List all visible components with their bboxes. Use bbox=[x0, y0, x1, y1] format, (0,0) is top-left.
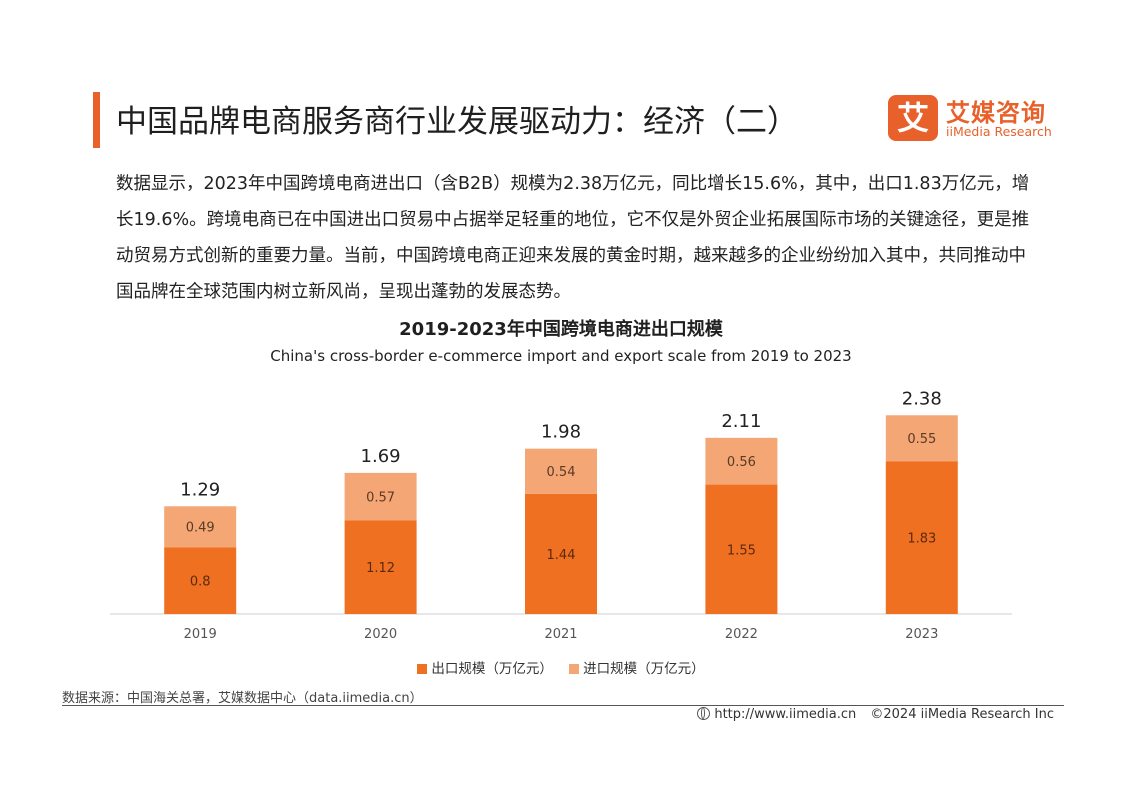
x-tick-label-2022: 2022 bbox=[725, 627, 758, 642]
globe-icon bbox=[697, 707, 711, 720]
bar-import-2020 bbox=[344, 472, 417, 521]
iimedia-logo: 艾 艾媒咨询 iiMedia Research bbox=[888, 95, 1058, 145]
bar-export-2020 bbox=[344, 520, 417, 614]
legend-item-export: 出口规模（万亿元） bbox=[417, 657, 553, 677]
footer: http://www.iimedia.cn ©2024 iiMedia Rese… bbox=[687, 707, 1054, 722]
bar-export-2021 bbox=[525, 493, 597, 614]
chart-legend: 出口规模（万亿元） 进口规模（万亿元） bbox=[0, 657, 1122, 677]
bar-export-2019 bbox=[164, 547, 237, 614]
legend-swatch-export bbox=[417, 664, 428, 674]
x-tick-label-2023: 2023 bbox=[905, 627, 938, 642]
data-label-export-2019: 0.8 bbox=[190, 575, 211, 590]
bar-import-2019 bbox=[164, 506, 237, 548]
title-accent-bar bbox=[93, 92, 100, 148]
data-label-export-2021: 1.44 bbox=[547, 548, 576, 563]
bar-export-2023 bbox=[885, 461, 958, 614]
total-label-2021: 1.98 bbox=[541, 422, 581, 443]
logo-chinese-name: 艾媒咨询 bbox=[946, 99, 1046, 127]
data-label-import-2020: 0.57 bbox=[366, 491, 395, 506]
x-tick-label-2021: 2021 bbox=[544, 627, 577, 642]
data-label-import-2023: 0.55 bbox=[907, 432, 936, 447]
legend-swatch-import bbox=[569, 664, 580, 674]
logo-english-name: iiMedia Research bbox=[946, 124, 1052, 139]
x-tick-label-2019: 2019 bbox=[184, 627, 217, 642]
total-label-2023: 2.38 bbox=[902, 388, 942, 409]
summary-paragraph: 数据显示，2023年中国跨境电商进出口（含B2B）规模为2.38万亿元，同比增长… bbox=[116, 174, 1030, 302]
data-label-export-2022: 1.55 bbox=[727, 543, 756, 558]
bar-import-2021 bbox=[525, 448, 597, 494]
footer-divider bbox=[62, 705, 1064, 706]
logo-mark: 艾 bbox=[888, 95, 938, 141]
legend-label-import: 进口规模（万亿元） bbox=[583, 661, 705, 677]
footer-copyright: ©2024 iiMedia Research Inc bbox=[870, 707, 1054, 722]
total-label-2022: 2.11 bbox=[721, 411, 761, 432]
data-label-import-2021: 0.54 bbox=[547, 465, 576, 480]
data-source-note: 数据来源：中国海关总署，艾媒数据中心（data.iimedia.cn） bbox=[62, 691, 423, 706]
bar-import-2022 bbox=[705, 437, 778, 485]
total-label-2019: 1.29 bbox=[180, 479, 220, 500]
data-label-import-2019: 0.49 bbox=[186, 521, 215, 536]
data-label-export-2023: 1.83 bbox=[907, 532, 936, 547]
legend-label-export: 出口规模（万亿元） bbox=[431, 661, 553, 677]
footer-url[interactable]: http://www.iimedia.cn bbox=[714, 707, 857, 722]
data-label-export-2020: 1.12 bbox=[366, 561, 395, 576]
chart-title: 2019-2023年中国跨境电商进出口规模 bbox=[399, 319, 723, 340]
total-label-2020: 1.69 bbox=[361, 446, 401, 467]
page-title: 中国品牌电商服务商行业发展驱动力：经济（二） bbox=[116, 104, 798, 140]
bar-export-2022 bbox=[705, 484, 778, 614]
chart-subtitle: China's cross-border e-commerce import a… bbox=[270, 347, 852, 365]
data-label-import-2022: 0.56 bbox=[727, 455, 756, 470]
legend-item-import: 进口规模（万亿元） bbox=[569, 657, 705, 677]
bar-import-2023 bbox=[885, 415, 958, 462]
x-tick-label-2020: 2020 bbox=[364, 627, 397, 642]
